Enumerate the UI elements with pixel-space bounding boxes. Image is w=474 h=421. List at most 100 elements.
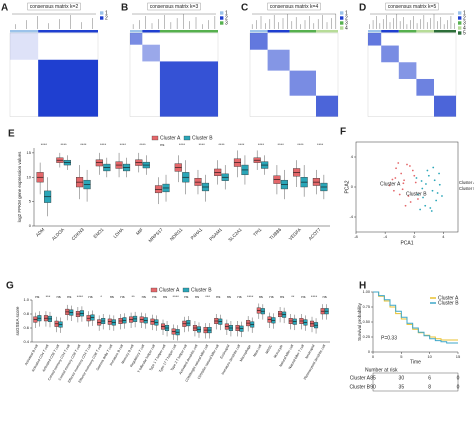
class-bar: [142, 30, 160, 33]
x-tick-label: -8: [354, 234, 358, 239]
y-tick-label: 0: [29, 223, 32, 228]
heatmap-block: [267, 49, 290, 71]
y-tick-label: 15: [27, 150, 32, 155]
legend-label: 3: [463, 20, 466, 26]
p-value: P=0.33: [381, 335, 397, 341]
heatmap-title: consensus matrix k=5: [388, 4, 437, 10]
legend-label: 1: [105, 10, 108, 16]
point: [409, 165, 411, 167]
x-tick-label: -4: [383, 234, 387, 239]
panel-label: G: [6, 281, 14, 292]
significance-label: ***: [46, 294, 51, 299]
legend-label: Cluster A: [438, 295, 459, 301]
y-tick-label: 0.6: [23, 325, 29, 330]
heatmap-block: [316, 95, 338, 117]
x-tick-label: 10: [427, 354, 432, 359]
significance-label: ns: [216, 294, 220, 299]
significance-label: ****: [247, 294, 254, 299]
heatmap-block: [10, 33, 39, 60]
class-bar: [316, 30, 338, 33]
point: [397, 162, 400, 164]
legend-swatch: [220, 16, 224, 20]
y-axis-label: ssGSEA score: [15, 306, 20, 336]
significance-label: ****: [41, 142, 48, 147]
point: [431, 189, 434, 192]
y-axis-label: Survival probability: [357, 302, 362, 341]
legend-label: Cluster B: [192, 135, 213, 141]
y-tick-label: 1.00: [363, 290, 370, 294]
legend-swatch: [100, 11, 104, 15]
x-tick-label: 15: [456, 354, 461, 359]
annotation: Cluster A: [380, 181, 401, 187]
panel-label: H: [359, 281, 366, 292]
panel-label: F: [340, 127, 346, 138]
significance-label: ****: [317, 142, 324, 147]
significance-label: ns: [35, 294, 39, 299]
significance-label: ns: [67, 294, 71, 299]
significance-label: ns: [280, 294, 284, 299]
legend-label: 1: [463, 10, 466, 16]
x-tick-label: P4HA1: [190, 227, 204, 241]
significance-label: *: [100, 294, 102, 299]
x-tick-label: 5: [400, 354, 403, 359]
point: [419, 208, 422, 211]
x-tick-label: Eosinophil: [219, 344, 230, 360]
point: [388, 184, 391, 187]
significance-label: ****: [311, 294, 318, 299]
point: [429, 207, 432, 209]
significance-label: ns: [56, 294, 60, 299]
y-tick-label: 1.0: [23, 297, 29, 302]
heatmap-block: [381, 45, 399, 63]
class-bar: [250, 30, 268, 33]
panel-label: A: [1, 3, 8, 14]
y-tick-label: 4: [351, 154, 354, 159]
class-bar: [159, 30, 218, 33]
x-tick-label: Mast cell: [252, 344, 262, 358]
point: [420, 180, 423, 182]
panel-label: D: [359, 3, 366, 14]
significance-label: ****: [120, 142, 127, 147]
class-bar: [289, 30, 316, 33]
x-tick-label: ALDOA: [51, 227, 65, 241]
significance-label: ****: [199, 142, 206, 147]
x-tick-label: 0: [413, 234, 416, 239]
risk-count: 8: [428, 384, 431, 390]
legend-swatch: [458, 21, 462, 25]
risk-count: 6: [428, 375, 431, 381]
significance-label: ns: [301, 294, 305, 299]
point: [424, 204, 427, 207]
title-box: [147, 2, 201, 11]
x-tick-label: ENO1: [92, 227, 105, 240]
legend-label: 3: [345, 20, 348, 26]
legend-swatch: [458, 16, 462, 20]
x-tick-label: VEGFA: [288, 227, 302, 241]
risk-title: Number at risk: [365, 367, 398, 373]
title-box: [267, 2, 321, 11]
legend-label: 1: [345, 10, 348, 16]
legend-swatch: [151, 135, 159, 141]
y-axis-label: PCA2: [344, 180, 350, 193]
significance-label: ****: [238, 142, 245, 147]
heatmap-block: [289, 70, 316, 96]
significance-label: ****: [297, 142, 304, 147]
legend-label: Cluster B: [191, 287, 212, 293]
point: [407, 195, 410, 197]
heatmap-block: [142, 44, 160, 62]
x-tick-label: MRPS17: [148, 227, 165, 244]
x-tick-label: TPI1: [252, 227, 263, 238]
point: [406, 163, 408, 166]
x-axis-label: Time: [410, 359, 421, 365]
legend-label: 4: [345, 25, 348, 31]
legend-swatch: [458, 26, 462, 30]
x-axis-label: PCA1: [400, 240, 413, 246]
point: [433, 179, 436, 182]
x-tick-label: ACOT7: [308, 227, 322, 241]
x-tick-label: PGAM1: [208, 227, 223, 242]
point: [435, 199, 438, 202]
x-tick-label: Macrophage: [239, 344, 252, 362]
risk-row-label: Cluster A: [350, 375, 371, 381]
significance-label: ****: [179, 142, 186, 147]
significance-label: ****: [139, 142, 146, 147]
x-tick-label: ADM: [35, 227, 46, 238]
